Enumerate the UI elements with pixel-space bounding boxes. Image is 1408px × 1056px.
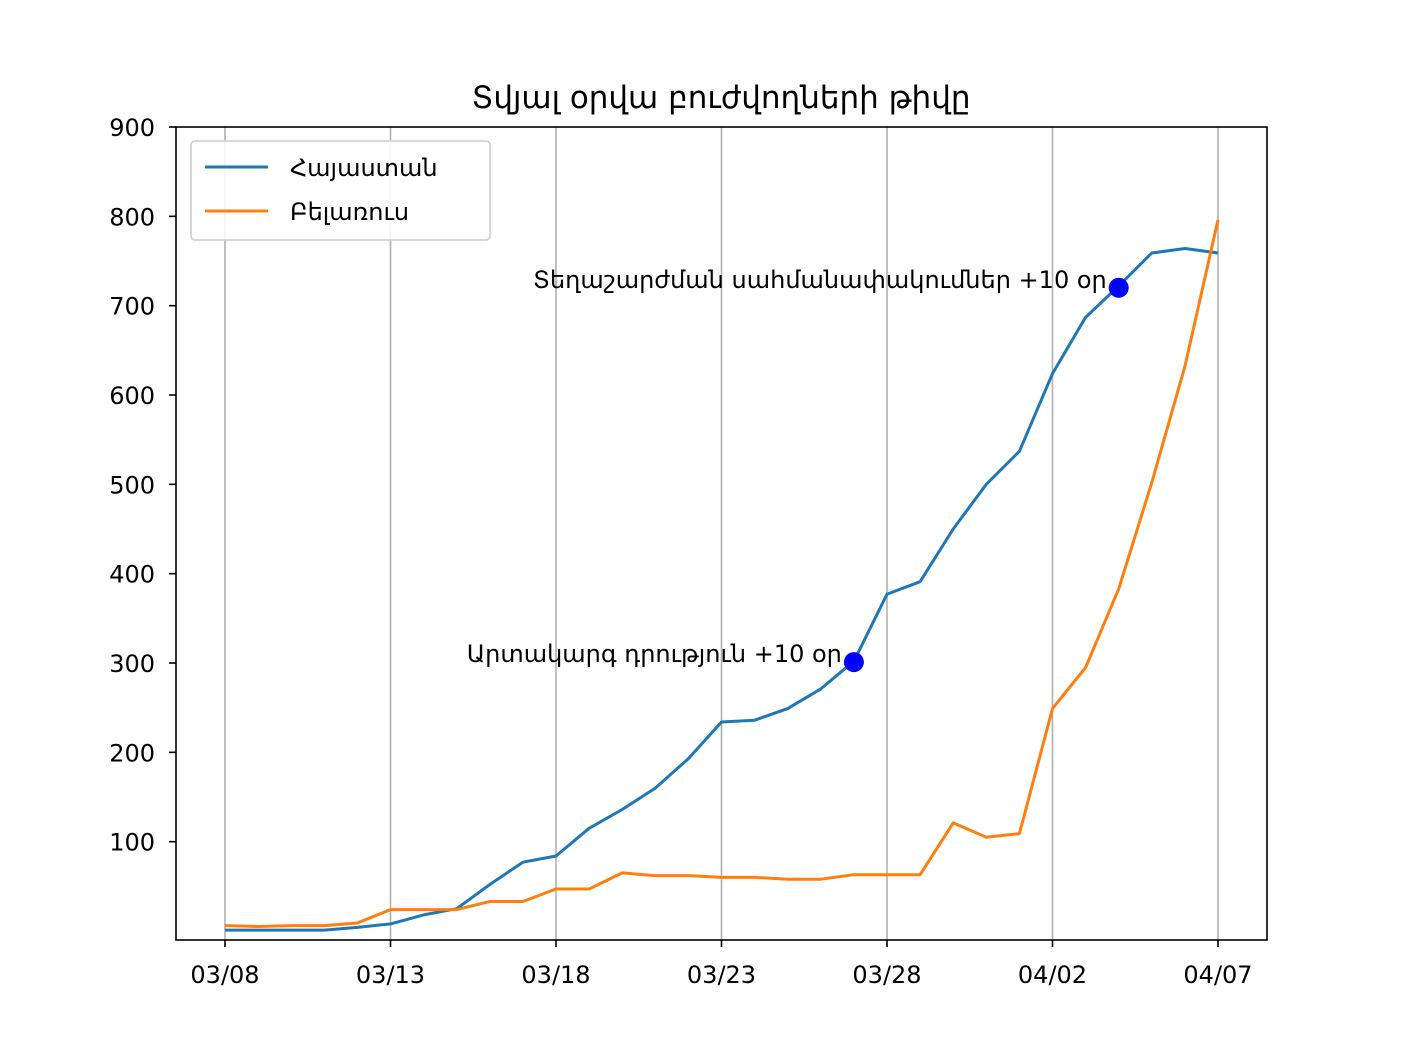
legend-label-armenia: Հայաստան	[290, 154, 438, 182]
x-tick-label: 04/07	[1183, 961, 1252, 989]
y-tick-label: 200	[109, 739, 155, 767]
legend: Հայաստան Բելառուս	[190, 140, 491, 241]
annotation-point-1	[1108, 277, 1129, 298]
y-tick-label: 900	[109, 114, 155, 142]
y-tick-label: 500	[109, 471, 155, 499]
x-tick-label: 03/23	[687, 961, 756, 989]
annotation-point-0	[843, 652, 864, 673]
series-line-1	[224, 219, 1220, 928]
y-tick-label: 600	[109, 382, 155, 410]
x-tick-label: 03/28	[852, 961, 921, 989]
grid-lines	[224, 127, 1219, 940]
y-tick-label: 100	[109, 829, 155, 857]
x-tick-label: 03/13	[356, 961, 425, 989]
x-tick-label: 03/18	[521, 961, 590, 989]
y-tick-label: 700	[109, 293, 155, 321]
y-tick-label: 300	[109, 650, 155, 678]
series-line-0	[225, 247, 1219, 932]
series-lines	[224, 219, 1220, 932]
annotations: Արտակարգ դրություն +10 օր Տեղաշարժման սահ…	[467, 266, 1129, 673]
annotation-label-1: Տեղաշարժման սահմանափակումներ +10 օր	[533, 266, 1107, 294]
annotation-label-0: Արտակարգ դրություն +10 օր	[467, 640, 842, 668]
legend-label-belarus: Բելառուս	[290, 198, 409, 226]
x-axis-ticks: 03/08 03/13 03/18 03/23 03/28 04/02 04/07	[190, 940, 1253, 989]
x-tick-label: 04/02	[1018, 961, 1087, 989]
y-tick-label: 800	[109, 203, 155, 231]
y-axis-ticks: 100 200 300 400 500 600 700 800 900	[109, 114, 176, 857]
x-tick-label: 03/08	[190, 961, 259, 989]
chart-title: Տվյալ օրվա բուժվողների թիվը	[471, 80, 970, 116]
y-tick-label: 400	[109, 561, 155, 589]
